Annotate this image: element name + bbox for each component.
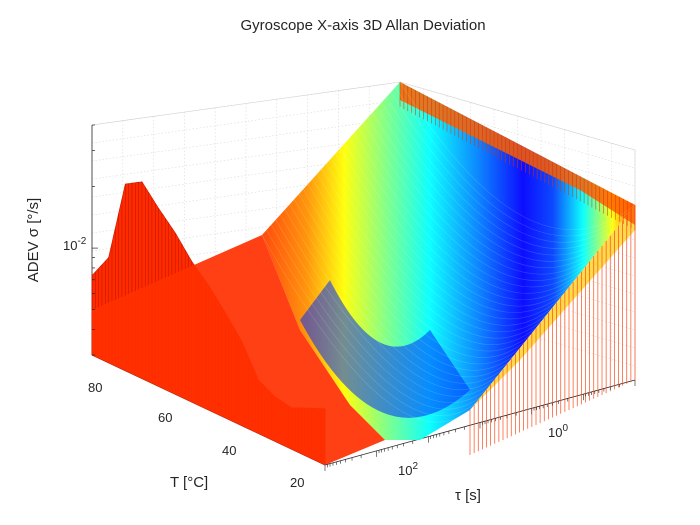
grid-line (399, 243, 636, 313)
surface-meshline (376, 107, 608, 262)
surface-meshline (399, 81, 636, 230)
surface-meshline (367, 117, 597, 275)
grid-line (399, 279, 636, 349)
surface-meshline (284, 209, 498, 391)
surface-meshline (280, 214, 493, 397)
surface-meshline (353, 132, 581, 294)
surface-valley (300, 280, 470, 418)
surface-meshlines (261, 81, 636, 423)
surface-meshline (381, 102, 614, 256)
x-tick-label: 102 (398, 461, 418, 478)
z-axis-label: ADEV σ [°/s] (25, 198, 42, 282)
y-tick-label: 60 (158, 410, 172, 425)
chart-title: Gyroscope X-axis 3D Allan Deviation (240, 17, 485, 34)
z-tick-label: 10-2 (63, 236, 87, 253)
surface-meshline (316, 173, 537, 345)
surface-meshline (395, 86, 630, 237)
surface-floor (92, 235, 385, 465)
grid-line (399, 261, 636, 331)
surface-meshline (385, 97, 619, 249)
surface-meshline (339, 148, 564, 313)
z-axis: 10-2 ADEV σ [°/s] (25, 124, 98, 356)
grid-line (399, 99, 636, 169)
grid-line (91, 99, 401, 144)
surface-meshline (335, 153, 559, 320)
right-edge-meshlines (399, 82, 636, 455)
surface-meshline (330, 158, 553, 326)
surface-meshline (293, 199, 509, 378)
surface-meshline (349, 137, 575, 301)
y-axis: 80 60 40 20 T [°C] (88, 380, 304, 491)
surface-meshline (261, 234, 471, 423)
surface-meshline (344, 143, 570, 307)
surface-meshline (289, 204, 504, 384)
surface-meshline (321, 168, 542, 339)
surface-meshline (298, 194, 515, 371)
grid-line (91, 117, 401, 162)
surface-meshline (303, 188, 520, 365)
surface-plot (91, 81, 636, 466)
y-tick-label: 80 (88, 380, 102, 395)
surface-meshline (275, 219, 487, 404)
y-tick-label: 20 (290, 475, 304, 490)
x-tick-label: 100 (548, 423, 568, 440)
surface-meshline (312, 178, 531, 352)
surface-meshline (270, 224, 482, 410)
grid-line (399, 225, 636, 295)
surface-meshline (362, 122, 592, 281)
surface-meshline (372, 112, 603, 269)
grid-line (399, 297, 636, 367)
surface-meshline (326, 163, 548, 332)
surface-meshline (358, 127, 586, 288)
surface-meshline (390, 92, 625, 243)
surface-meshline (266, 229, 476, 417)
surface-meshline (307, 183, 526, 358)
grid-line (399, 117, 636, 187)
y-tick-label: 40 (222, 443, 236, 458)
y-axis-label: T [°C] (170, 474, 208, 491)
x-axis-label: τ [s] (455, 487, 481, 504)
x-axis: 102 100 τ [s] (324, 380, 636, 504)
